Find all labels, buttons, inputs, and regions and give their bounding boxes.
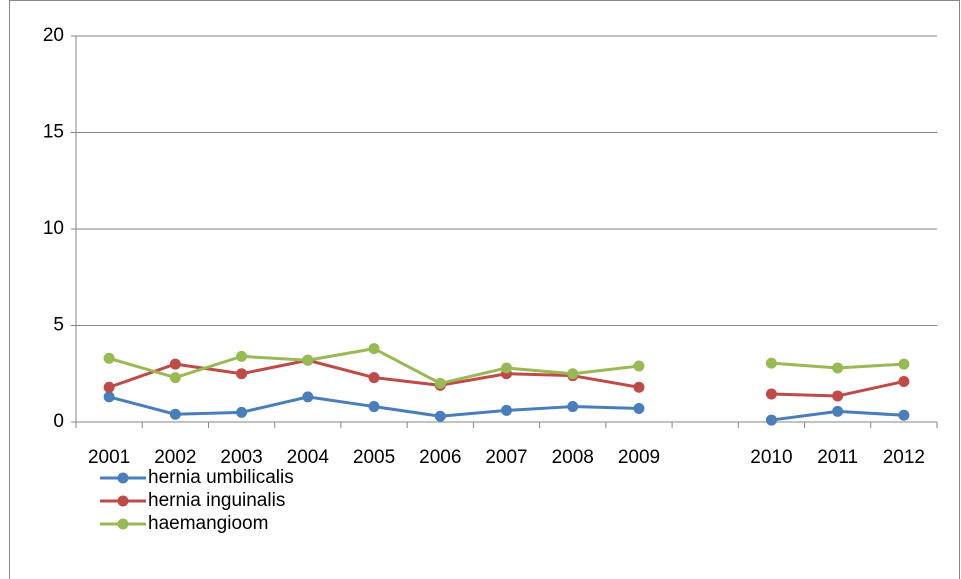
- data-point: [633, 402, 645, 414]
- x-tick-label: 2011: [817, 447, 858, 468]
- data-point: [103, 391, 115, 403]
- legend-marker: [117, 518, 129, 530]
- data-point: [898, 375, 910, 387]
- data-point: [501, 404, 512, 416]
- x-tick-label: 2010: [750, 447, 792, 468]
- x-tick-label: 2003: [220, 447, 262, 468]
- data-point: [501, 362, 512, 374]
- data-point: [633, 360, 645, 372]
- data-point: [832, 390, 844, 402]
- data-point: [832, 362, 844, 374]
- data-point: [302, 354, 314, 366]
- data-point: [103, 352, 115, 364]
- data-point: [434, 410, 446, 422]
- y-tick-label: 5: [53, 315, 64, 336]
- data-point: [236, 350, 248, 362]
- data-point: [236, 406, 248, 418]
- y-tick-label: 20: [43, 25, 64, 46]
- data-point: [169, 408, 181, 420]
- y-tick-label: 0: [53, 411, 64, 432]
- chart-border: [9, 0, 960, 579]
- x-tick-label: 2007: [485, 447, 527, 468]
- data-point: [898, 409, 910, 421]
- data-point: [368, 343, 380, 355]
- data-point: [236, 368, 248, 380]
- data-point: [302, 391, 314, 403]
- data-point: [368, 372, 380, 384]
- x-tick-label: 2006: [419, 447, 461, 468]
- data-point: [434, 377, 446, 389]
- x-tick-label: 2012: [883, 447, 925, 468]
- data-point: [169, 372, 181, 384]
- legend-label: hernia inguinalis: [148, 490, 285, 511]
- data-point: [765, 388, 777, 400]
- data-point: [368, 401, 380, 413]
- data-point: [898, 358, 910, 370]
- x-tick-label: 2004: [287, 447, 330, 468]
- x-tick-label: 2008: [552, 447, 594, 468]
- x-tick-label: 2002: [154, 447, 196, 468]
- legend-label: hernia umbilicalis: [148, 467, 294, 488]
- legend-marker: [117, 472, 129, 484]
- x-tick-label: 2009: [618, 447, 660, 468]
- legend-label: haemangioom: [148, 513, 268, 534]
- data-point: [567, 401, 579, 413]
- legend-marker: [117, 495, 129, 507]
- x-tick-label: 2001: [88, 447, 130, 468]
- data-point: [169, 358, 181, 370]
- y-tick-label: 15: [43, 122, 64, 143]
- x-tick-label: 2005: [353, 447, 395, 468]
- data-point: [832, 405, 844, 417]
- data-point: [765, 414, 777, 426]
- data-point: [103, 381, 115, 393]
- data-point: [765, 357, 777, 369]
- y-tick-label: 10: [43, 218, 64, 239]
- data-point: [567, 368, 579, 380]
- data-point: [633, 381, 645, 393]
